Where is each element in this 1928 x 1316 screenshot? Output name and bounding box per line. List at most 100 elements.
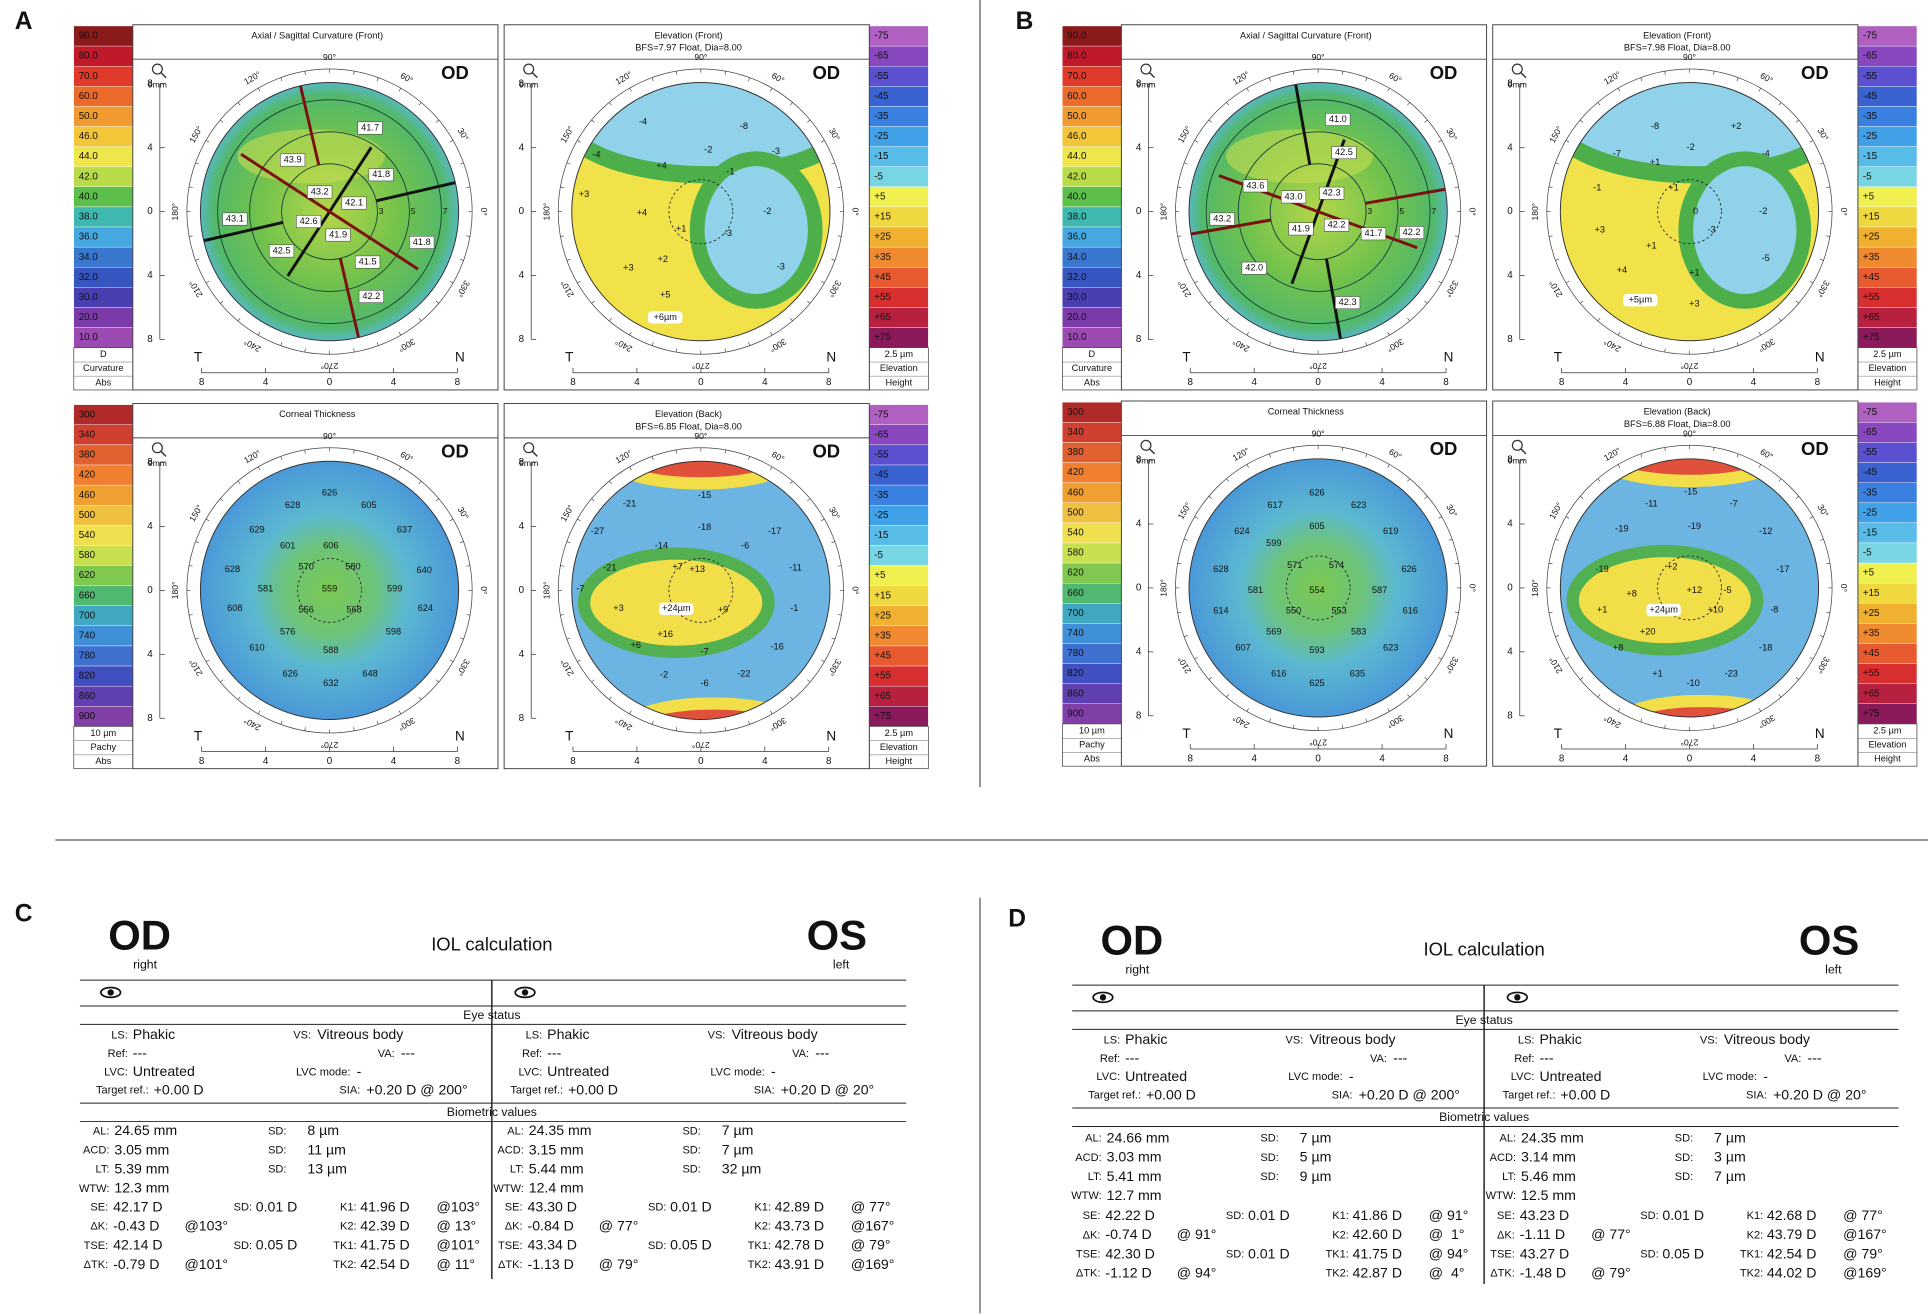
value-box <box>1399 226 1425 239</box>
value-box <box>1623 294 1658 307</box>
angle-label: 90° <box>1312 52 1325 62</box>
eye-left: OS <box>1799 916 1859 963</box>
map-value: 606 <box>323 541 338 551</box>
field-label: SD: <box>1640 1210 1658 1222</box>
field-value: --- <box>1125 1050 1139 1066</box>
rule <box>1246 87 1249 92</box>
map-value: -11 <box>1645 499 1658 509</box>
scale-unit: Height <box>886 377 913 387</box>
eye-icon <box>99 986 122 999</box>
rule <box>1617 464 1621 468</box>
map-border <box>1188 458 1448 718</box>
rule <box>566 162 571 165</box>
scale-label: +45 <box>874 272 891 283</box>
rule <box>821 518 825 522</box>
field-axis: @ 79° <box>851 1237 891 1253</box>
map-value: -5 <box>1723 585 1731 595</box>
scale-units <box>1061 347 1122 391</box>
rule <box>1565 516 1570 519</box>
map-value: 605 <box>361 500 376 510</box>
rule <box>418 317 422 322</box>
axis-tick-label: 8 <box>519 78 525 89</box>
field-value: 42.14 D <box>113 1237 162 1253</box>
scale-label: 820 <box>79 671 96 682</box>
scale-label: 42.0 <box>1067 171 1087 182</box>
field-value: 3.05 mm <box>114 1141 169 1157</box>
center-zone <box>668 557 734 623</box>
map-border <box>1559 458 1820 718</box>
field-value: --- <box>1539 1050 1553 1066</box>
axis-tick-label: 8 <box>455 756 461 767</box>
axis-tick-label: 0 <box>1136 206 1142 217</box>
rule <box>1758 464 1762 468</box>
scale-label: -15 <box>874 151 889 162</box>
map-value: +16 <box>657 629 673 639</box>
rule <box>1565 657 1570 660</box>
field-axis: @103° <box>184 1218 228 1234</box>
field-value: 32 µm <box>722 1160 762 1176</box>
field-value: --- <box>1393 1050 1407 1066</box>
field-label: SIA: <box>1746 1090 1767 1102</box>
rule <box>1183 538 1188 541</box>
scale-label: +55 <box>1863 668 1880 679</box>
scale-unit: 2.5 µm <box>885 349 914 359</box>
rule <box>466 565 471 567</box>
rule <box>1177 186 1182 188</box>
map-region <box>1269 163 1367 261</box>
rule <box>353 449 355 454</box>
field-label: TSE: <box>1076 1249 1101 1261</box>
map-value: 43.2 <box>1213 213 1231 223</box>
map-value: 581 <box>258 584 273 594</box>
field-label: LVC: <box>519 1066 543 1078</box>
rule <box>459 258 464 261</box>
map-value: +3 <box>1594 225 1605 235</box>
field-axis: @103° <box>437 1198 481 1214</box>
scale-units <box>73 347 134 391</box>
scale-unit: Pachy <box>90 742 116 752</box>
axis-tick-label: 0 <box>519 206 525 217</box>
map-value: -22 <box>737 668 750 678</box>
field-value: Vitreous body <box>1724 1031 1811 1047</box>
rule <box>449 140 454 143</box>
nasal-label: N <box>1444 726 1454 741</box>
scale-label: -35 <box>1863 487 1878 498</box>
field-value: 41.75 D <box>1353 1245 1402 1261</box>
map-value: 42.3 <box>1339 297 1357 307</box>
scale-unit: 10 µm <box>1079 725 1105 735</box>
field-value: 5.44 mm <box>529 1160 584 1176</box>
field-axis: @167° <box>1843 1226 1887 1242</box>
scale-unit: 2.5 µm <box>885 728 914 738</box>
rule <box>1194 280 1198 284</box>
rule <box>1226 102 1230 106</box>
axis-tick-label: 4 <box>391 756 397 767</box>
map-border <box>199 82 460 342</box>
value-box <box>222 212 248 226</box>
field-value: 42.68 D <box>1767 1207 1816 1223</box>
map-value: -8 <box>740 121 748 131</box>
field-axis: @ 4° <box>1429 1265 1465 1281</box>
axis-tick-label: 4 <box>391 377 397 388</box>
zoom-icon <box>1511 439 1523 451</box>
scale-label: 60.0 <box>1067 91 1087 102</box>
field-label: K2: <box>754 1221 771 1233</box>
rule <box>1555 538 1559 541</box>
rule <box>748 720 750 725</box>
scale-unit: 2.5 µm <box>1873 349 1902 359</box>
center-zone <box>1285 555 1351 621</box>
field-label: Ref: <box>522 1048 542 1060</box>
map-value: +1 <box>1689 268 1700 278</box>
rule <box>577 659 581 662</box>
angle-label: 90° <box>694 431 707 441</box>
axis-tick-label: 8 <box>1188 377 1194 388</box>
map-value: +4 <box>637 207 648 217</box>
axis-tick-label: 8 <box>1507 455 1513 466</box>
scale-label: 420 <box>1067 467 1084 478</box>
value-box <box>1335 296 1361 310</box>
map-value: -4 <box>592 150 600 160</box>
rule <box>1246 331 1249 336</box>
axis-tick-label: 8 <box>519 713 525 724</box>
scale-label: 860 <box>79 691 96 702</box>
rule <box>566 637 571 640</box>
rule <box>1293 71 1295 75</box>
field-value: 12.3 mm <box>114 1180 169 1196</box>
